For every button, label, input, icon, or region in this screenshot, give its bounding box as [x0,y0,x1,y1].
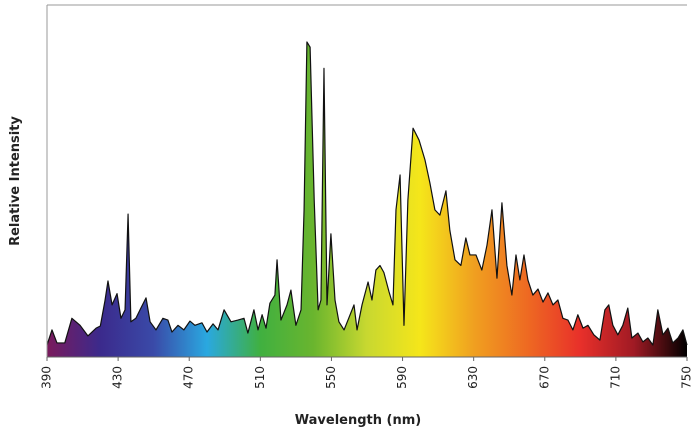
x-tick-label: 550 [324,366,338,389]
x-tick-label: 750 [680,366,694,389]
x-tick-label: 470 [182,366,196,389]
y-axis-title: Relative Intensity [8,116,23,246]
x-tick-label: 590 [395,366,409,389]
x-tick-label: 710 [608,366,622,389]
x-axis-title: Wavelength (nm) [295,413,421,428]
x-tick-label: 630 [466,366,480,389]
spectrum-line [46,41,688,346]
spectrum-area [47,41,687,358]
x-tick-label: 510 [253,366,267,389]
x-tick-label: 430 [111,366,125,389]
x-tick-label: 390 [40,366,54,389]
x-tick-label: 670 [537,366,551,389]
